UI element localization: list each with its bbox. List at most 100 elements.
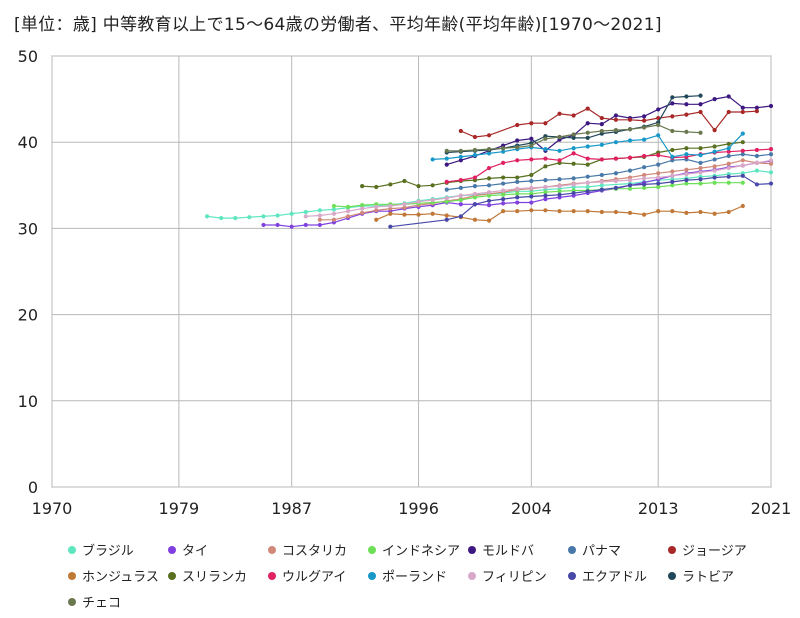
- data-point: [670, 169, 675, 174]
- data-point: [444, 179, 449, 184]
- legend-marker: [468, 571, 476, 580]
- data-point: [768, 146, 774, 152]
- legend-item: タイ: [168, 540, 268, 559]
- data-point: [529, 200, 534, 205]
- data-point: [557, 111, 562, 116]
- legend-label: フィリピン: [482, 570, 547, 585]
- data-point: [317, 217, 322, 222]
- data-point: [684, 102, 689, 107]
- data-point: [472, 134, 478, 140]
- data-point: [585, 189, 590, 194]
- data-point: [486, 165, 492, 171]
- data-point: [458, 193, 463, 198]
- data-point: [331, 203, 337, 209]
- data-point: [740, 203, 745, 209]
- legend-label: ホンジュラス: [82, 570, 159, 585]
- data-point: [529, 157, 534, 162]
- data-point: [599, 142, 604, 147]
- data-point: [698, 109, 703, 115]
- data-point: [261, 222, 266, 228]
- data-point: [642, 137, 647, 142]
- data-point: [515, 191, 520, 197]
- data-point: [529, 208, 534, 213]
- x-tick-label: 1987: [271, 499, 312, 518]
- data-point: [684, 112, 689, 117]
- data-point: [684, 210, 689, 215]
- legend-label: ブラジル: [82, 544, 134, 559]
- data-point: [754, 109, 760, 114]
- data-point: [486, 176, 492, 181]
- data-point: [458, 202, 463, 207]
- data-point: [501, 149, 506, 154]
- data-point: [501, 209, 506, 214]
- data-point: [515, 200, 520, 205]
- legend-marker: [668, 545, 676, 554]
- data-point: [670, 183, 675, 188]
- data-point: [501, 175, 506, 180]
- data-point: [712, 157, 717, 162]
- data-point: [345, 214, 351, 219]
- legend-item: フィリピン: [468, 566, 568, 585]
- data-point: [642, 153, 647, 159]
- data-point: [627, 183, 633, 188]
- data-point: [613, 185, 619, 190]
- data-point: [585, 130, 590, 135]
- legend-marker: [268, 571, 276, 580]
- data-point: [684, 167, 689, 172]
- data-point: [585, 106, 590, 111]
- data-point: [543, 184, 548, 190]
- data-point: [698, 177, 703, 182]
- legend-item: インドネシア: [368, 540, 468, 559]
- data-point: [529, 143, 534, 148]
- data-point: [515, 179, 520, 184]
- data-point: [543, 190, 548, 195]
- data-point: [317, 213, 322, 218]
- data-point: [402, 178, 407, 184]
- data-point: [543, 136, 548, 141]
- data-point: [360, 184, 365, 189]
- legend-item: コスタリカ: [268, 540, 368, 559]
- legend-marker: [668, 571, 676, 580]
- data-point: [599, 183, 604, 188]
- data-point: [444, 148, 449, 153]
- data-point: [388, 211, 393, 216]
- y-tick-label: 0: [28, 478, 38, 497]
- legend-item: パナマ: [568, 540, 668, 559]
- data-point: [585, 156, 590, 161]
- data-point: [740, 131, 745, 136]
- data-point: [740, 158, 745, 163]
- data-point: [656, 171, 661, 176]
- x-tick-label: 1979: [159, 499, 200, 518]
- data-point: [472, 175, 478, 180]
- data-point: [613, 113, 619, 118]
- data-point: [571, 176, 576, 181]
- data-point: [627, 168, 633, 173]
- data-point: [726, 174, 731, 179]
- data-point: [374, 217, 379, 222]
- data-point: [768, 161, 774, 166]
- data-point: [444, 156, 449, 161]
- data-point: [543, 193, 548, 198]
- data-point: [388, 224, 393, 229]
- data-point: [642, 114, 647, 119]
- data-point: [444, 187, 449, 192]
- data-point: [303, 214, 308, 219]
- data-point: [501, 192, 506, 197]
- data-point: [740, 148, 745, 153]
- data-point: [486, 190, 492, 195]
- x-tick-label: 1970: [32, 499, 73, 518]
- data-point: [501, 146, 506, 151]
- data-point: [289, 211, 294, 216]
- data-point: [402, 212, 407, 217]
- data-point: [599, 172, 604, 178]
- data-point: [331, 207, 337, 212]
- data-point: [557, 134, 562, 140]
- data-point: [627, 178, 633, 183]
- data-point: [613, 156, 619, 161]
- data-point: [501, 181, 506, 186]
- data-point: [627, 210, 633, 215]
- data-point: [670, 128, 675, 134]
- legend-item: チェコ: [68, 592, 171, 611]
- data-point: [472, 191, 478, 197]
- data-point: [712, 128, 717, 133]
